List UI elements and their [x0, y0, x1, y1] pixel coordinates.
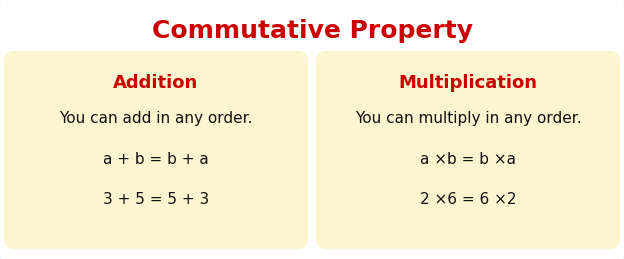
Text: Commutative Property: Commutative Property: [152, 19, 472, 43]
FancyBboxPatch shape: [316, 51, 620, 249]
Text: a ×b = b ×a: a ×b = b ×a: [420, 152, 516, 167]
Text: Multiplication: Multiplication: [399, 74, 537, 92]
Text: You can add in any order.: You can add in any order.: [59, 112, 253, 126]
FancyBboxPatch shape: [4, 51, 308, 249]
Text: 2 ×6 = 6 ×2: 2 ×6 = 6 ×2: [420, 191, 516, 206]
Text: You can multiply in any order.: You can multiply in any order.: [354, 112, 582, 126]
Text: Addition: Addition: [114, 74, 198, 92]
Text: 3 + 5 = 5 + 3: 3 + 5 = 5 + 3: [103, 191, 209, 206]
Text: a + b = b + a: a + b = b + a: [103, 152, 209, 167]
